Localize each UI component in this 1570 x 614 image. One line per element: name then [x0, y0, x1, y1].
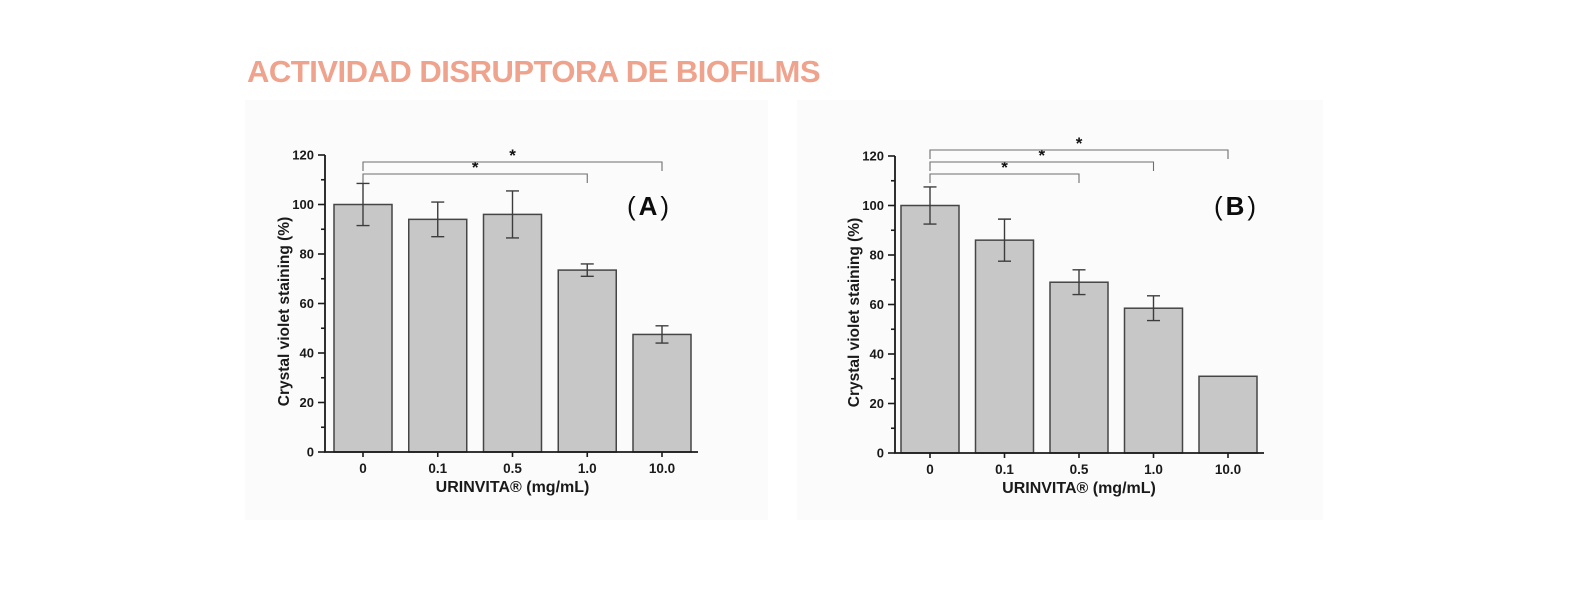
significance-star: *: [1038, 146, 1045, 165]
y-tick-label: 100: [862, 198, 884, 213]
panel-letter: (B): [1214, 191, 1256, 221]
y-tick-label: 80: [300, 247, 314, 262]
error-bar: [356, 182, 370, 227]
significance-star: *: [1076, 134, 1083, 153]
panel-letter: (A): [627, 191, 669, 221]
error-bar: [1147, 295, 1160, 322]
y-tick-label: 20: [870, 396, 884, 411]
bar-chart-a: * * 0 20 40 60 80 100 120 0 0.1 0.5 1.0 10.0 URINVITA®…: [276, 146, 698, 496]
y-axis-title: Crystal violet staining (%): [276, 217, 293, 406]
x-tick-label: 0.1: [428, 461, 447, 476]
y-tick-label: 40: [870, 347, 884, 362]
chart-panel-a: * * 0 20 40 60 80 100 120 0 0.1 0.5 1.0 10.0 URINVITA®…: [245, 100, 768, 520]
y-tick-label: 0: [877, 446, 884, 461]
bar-10.0: [1198, 375, 1258, 454]
significance-bracket: [929, 149, 1229, 159]
bar-0.5: [1049, 281, 1109, 454]
bar-0.1: [974, 239, 1035, 454]
y-tick-label: 40: [300, 346, 314, 361]
bar-0.5: [482, 213, 543, 453]
y-tick-label: 20: [300, 395, 314, 410]
significance-bracket: [929, 173, 1080, 183]
x-tick-label: 1.0: [1144, 462, 1163, 477]
y-tick-label: 60: [300, 296, 314, 311]
x-axis-title: URINVITA® (mg/mL): [436, 479, 590, 496]
bar-0: [333, 203, 393, 453]
bar-1.0: [557, 269, 617, 453]
x-axis-title: URINVITA® (mg/mL): [1002, 480, 1156, 497]
significance-bracket: [362, 173, 588, 183]
x-tick-label: 10.0: [1215, 462, 1241, 477]
x-tick-label: 0.1: [995, 462, 1014, 477]
y-tick-label: 0: [307, 445, 314, 460]
error-bar: [998, 218, 1011, 262]
significance-star: *: [509, 146, 516, 165]
significance-star: *: [1001, 158, 1008, 177]
page-title: ACTIVIDAD DISRUPTORA DE BIOFILMS: [247, 54, 821, 89]
bar-1.0: [1123, 307, 1184, 454]
bar-10.0: [632, 333, 692, 453]
error-bar: [1072, 269, 1086, 296]
bar-0: [900, 204, 960, 454]
significance-bracket: [929, 161, 1155, 171]
x-tick-label: 0.5: [1070, 462, 1089, 477]
error-bar: [506, 190, 519, 239]
significance-star: *: [472, 158, 479, 177]
bar-chart-b: * * * 0 20 40 60 80 100 120 0 0.1 0.5 1.0 10.0 URINVITA…: [846, 134, 1264, 497]
error-bar: [655, 325, 669, 344]
bar-0.1: [408, 218, 468, 453]
y-tick-label: 120: [292, 148, 314, 163]
x-tick-label: 0: [926, 462, 934, 477]
y-tick-label: 100: [292, 197, 314, 212]
y-tick-label: 120: [862, 149, 884, 164]
error-bar: [923, 186, 937, 225]
y-tick-label: 60: [870, 297, 884, 312]
significance-bracket: [362, 161, 663, 171]
error-bar: [580, 263, 594, 277]
x-tick-label: 0.5: [503, 461, 522, 476]
x-tick-label: 10.0: [649, 461, 675, 476]
chart-panel-b: * * * 0 20 40 60 80 100 120 0 0.1 0.5 1.0 10.0 URINVITA…: [797, 100, 1323, 520]
x-tick-label: 1.0: [578, 461, 597, 476]
error-bar: [431, 201, 445, 238]
x-tick-label: 0: [359, 461, 367, 476]
y-axis-title: Crystal violet staining (%): [846, 218, 863, 407]
y-tick-label: 80: [870, 248, 884, 263]
